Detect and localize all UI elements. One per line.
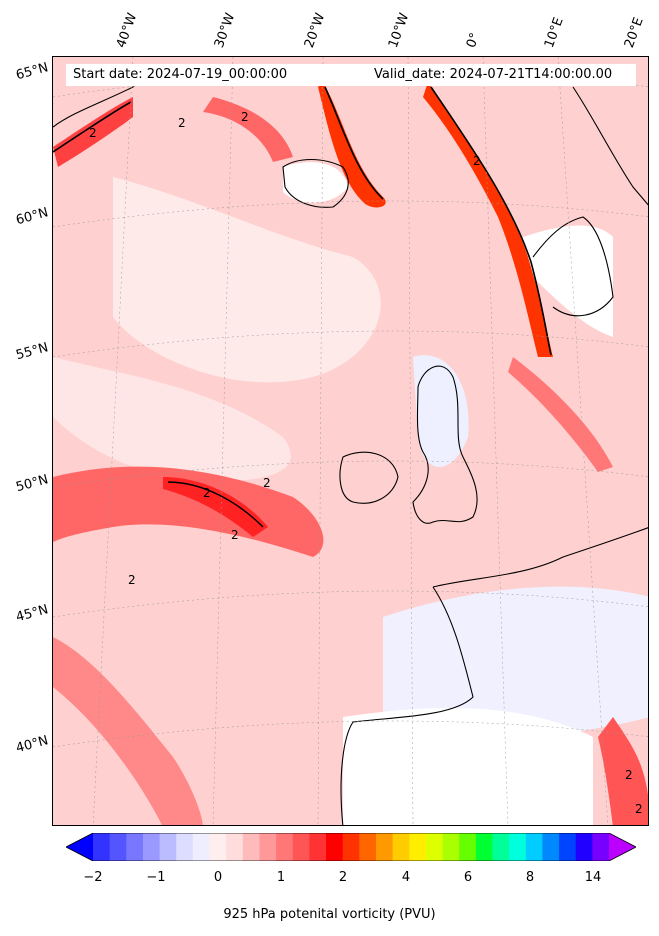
longitude-label: 10°E xyxy=(541,15,567,51)
latitude-label: 40°N xyxy=(14,733,50,757)
start-date-label: Start date: 2024-07-19_00:00:00 xyxy=(73,67,288,82)
colorbar-segment xyxy=(509,833,527,861)
colorbar-segment xyxy=(276,833,294,861)
colorbar-title: 925 hPa potenital vorticity (PVU) xyxy=(223,907,436,922)
contour-label: 2 xyxy=(635,802,643,816)
colorbar-tick-label: −1 xyxy=(146,870,166,885)
pv-band xyxy=(163,477,268,537)
colorbar-segment xyxy=(326,833,344,861)
contour-label: 2 xyxy=(231,528,239,542)
contour-label: 2 xyxy=(203,486,211,500)
colorbar-segment xyxy=(392,833,410,861)
colorbar-segment xyxy=(176,833,194,861)
pv-low-region xyxy=(113,177,381,383)
colorbar-tick-label: 2 xyxy=(338,870,348,885)
coastline-great-britain xyxy=(412,365,478,524)
colorbar-segment xyxy=(409,833,427,861)
colorbar-extend-low xyxy=(66,833,93,861)
pv-contour-line xyxy=(167,481,264,528)
colorbar-segment xyxy=(126,833,144,861)
longitude-label: 20°E xyxy=(621,15,647,51)
pv-land-mask xyxy=(283,162,348,203)
latitude-label: 45°N xyxy=(14,602,50,626)
pv-field-map: 2 2 2 2 2 2 2 2 2 2 xyxy=(53,57,648,825)
latitude-label: 50°N xyxy=(14,472,50,496)
contour-label: 2 xyxy=(625,768,633,782)
contour-label: 2 xyxy=(241,110,249,124)
pv-contour-line xyxy=(430,86,552,356)
pv-land-mask xyxy=(343,708,593,825)
longitude-label: 20°W xyxy=(301,11,329,50)
colorbar-segment xyxy=(192,833,211,861)
coastline-norway xyxy=(532,216,614,317)
colorbar-segment xyxy=(592,833,610,861)
colorbar-extend-high xyxy=(609,833,636,861)
coastline-iceland xyxy=(282,159,349,208)
pv-band xyxy=(423,82,553,357)
pv-contour-line xyxy=(53,101,132,153)
colorbar-segment xyxy=(242,833,260,861)
colorbar-segment xyxy=(109,833,127,861)
pv-band xyxy=(598,717,648,825)
pv-low-region xyxy=(53,357,291,481)
colorbar-tick-label: 8 xyxy=(525,870,535,885)
coastline-iberia-france xyxy=(340,586,474,825)
colorbar-segment xyxy=(359,833,377,861)
pv-band xyxy=(203,97,293,162)
longitude-label: 10°W xyxy=(385,11,413,50)
date-header-strip xyxy=(66,64,636,86)
contour-label: 2 xyxy=(89,126,97,140)
colorbar-tick-label: −2 xyxy=(83,870,103,885)
pv-band xyxy=(53,637,203,825)
graticule xyxy=(53,57,648,825)
colorbar-segment xyxy=(259,833,277,861)
coastline-ireland xyxy=(339,451,399,504)
colorbar-tick-label: 1 xyxy=(276,870,286,885)
colorbar-segment xyxy=(375,833,394,861)
longitude-label: 0° xyxy=(463,30,484,50)
colorbar-segment xyxy=(559,833,577,861)
valid-date-label: Valid_date: 2024-07-21T14:00:00.00 xyxy=(374,67,613,82)
colorbar-segment xyxy=(309,833,327,861)
colorbar-tick-label: 14 xyxy=(584,870,602,885)
latitude-label: 60°N xyxy=(14,205,50,229)
coastline-scandinavia xyxy=(572,86,648,206)
pv-band xyxy=(508,357,613,472)
pv-negative-region xyxy=(383,586,648,736)
latitude-label: 65°N xyxy=(14,60,50,84)
colorbar-tick-label: 4 xyxy=(401,870,411,885)
colorbar-segment xyxy=(342,833,360,861)
contour-label: 2 xyxy=(263,476,271,490)
longitude-label: 30°W xyxy=(211,11,239,50)
colorbar-segment xyxy=(159,833,177,861)
colorbar-tick-label: 0 xyxy=(213,870,223,885)
contour-label: 2 xyxy=(473,154,481,168)
colorbar-segment xyxy=(442,833,460,861)
colorbar-segment xyxy=(525,833,543,861)
colorbar-segment xyxy=(425,833,444,861)
pv-band xyxy=(53,97,133,167)
pv-contour-line xyxy=(324,86,384,200)
colorbar-segment xyxy=(93,833,111,861)
colorbar-segment xyxy=(209,833,227,861)
colorbar-segment xyxy=(226,833,244,861)
colorbar-segment xyxy=(575,833,593,861)
colorbar-segment xyxy=(475,833,493,861)
pv-band xyxy=(318,82,386,208)
contour-label: 2 xyxy=(178,116,186,130)
pv-land-mask xyxy=(523,225,613,337)
colorbar xyxy=(66,833,636,861)
map-panel[interactable]: 2 2 2 2 2 2 2 2 2 2 xyxy=(52,56,649,826)
longitude-label: 40°W xyxy=(113,11,141,50)
latitude-label: 55°N xyxy=(14,340,50,364)
colorbar-segment xyxy=(459,833,477,861)
colorbar-tick-label: 6 xyxy=(463,870,473,885)
coastline-continent xyxy=(432,527,648,588)
contour-label: 2 xyxy=(128,573,136,587)
colorbar-segment xyxy=(142,833,161,861)
colorbar-segment xyxy=(542,833,560,861)
colorbar-segment xyxy=(492,833,510,861)
colorbar-segment xyxy=(292,833,310,861)
